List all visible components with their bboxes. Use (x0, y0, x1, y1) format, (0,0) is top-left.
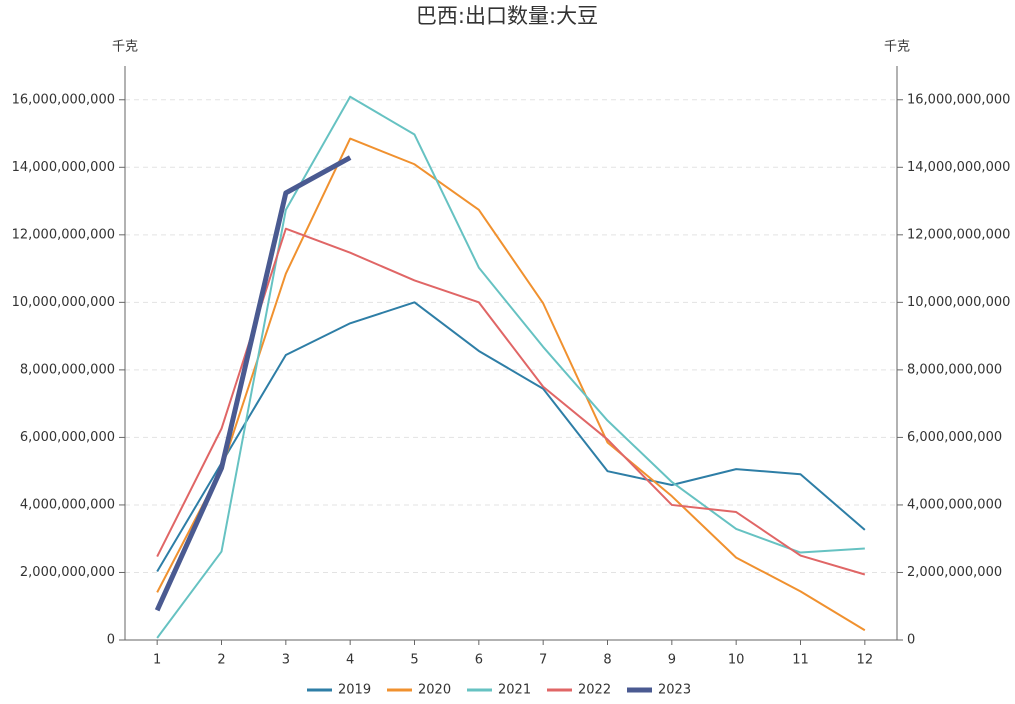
x-tick-label: 1 (153, 653, 161, 668)
x-tick-label: 2 (217, 653, 225, 668)
y2-tick-label: 8,000,000,000 (907, 362, 1002, 377)
legend-label: 2022 (578, 683, 611, 698)
line-series (156, 95, 865, 639)
y-tick-label: 16,000,000,000 (12, 92, 115, 107)
x-tick-label: 5 (410, 653, 418, 668)
line-series (156, 137, 866, 632)
y-axis-label: 千克 (112, 40, 138, 55)
x-tick-label: 8 (603, 653, 611, 668)
chart-title: 巴西:出口数量:大豆 (416, 4, 598, 28)
legend-label: 2020 (418, 683, 451, 698)
y-tick-label: 14,000,000,000 (12, 160, 115, 175)
line-series (154, 155, 352, 612)
y2-tick-label: 10,000,000,000 (907, 295, 1010, 310)
legend-label: 2019 (338, 683, 371, 698)
line-series (156, 227, 866, 576)
y2-tick-label: 0 (907, 633, 915, 648)
y2-tick-label: 6,000,000,000 (907, 430, 1002, 445)
y2-tick-label: 4,000,000,000 (907, 497, 1002, 512)
x-tick-label: 9 (668, 653, 676, 668)
y-tick-label: 6,000,000,000 (20, 430, 115, 445)
x-tick-label: 12 (857, 653, 874, 668)
x-tick-label: 4 (346, 653, 354, 668)
y2-tick-label: 2,000,000,000 (907, 565, 1002, 580)
y2-tick-label: 14,000,000,000 (907, 160, 1010, 175)
y2-tick-label: 16,000,000,000 (907, 92, 1010, 107)
x-tick-label: 10 (728, 653, 745, 668)
y-tick-label: 0 (107, 633, 115, 648)
x-tick-label: 6 (475, 653, 483, 668)
y-tick-label: 2,000,000,000 (20, 565, 115, 580)
y-tick-label: 10,000,000,000 (12, 295, 115, 310)
legend-label: 2023 (658, 683, 691, 698)
x-tick-label: 11 (792, 653, 809, 668)
x-tick-label: 7 (539, 653, 547, 668)
y-tick-label: 8,000,000,000 (20, 362, 115, 377)
legend-label: 2021 (498, 683, 531, 698)
y2-axis-label: 千克 (884, 40, 910, 55)
line-series (156, 301, 866, 572)
y2-tick-label: 12,000,000,000 (907, 227, 1010, 242)
y-tick-label: 4,000,000,000 (20, 497, 115, 512)
y-tick-label: 12,000,000,000 (12, 227, 115, 242)
x-tick-label: 3 (282, 653, 290, 668)
